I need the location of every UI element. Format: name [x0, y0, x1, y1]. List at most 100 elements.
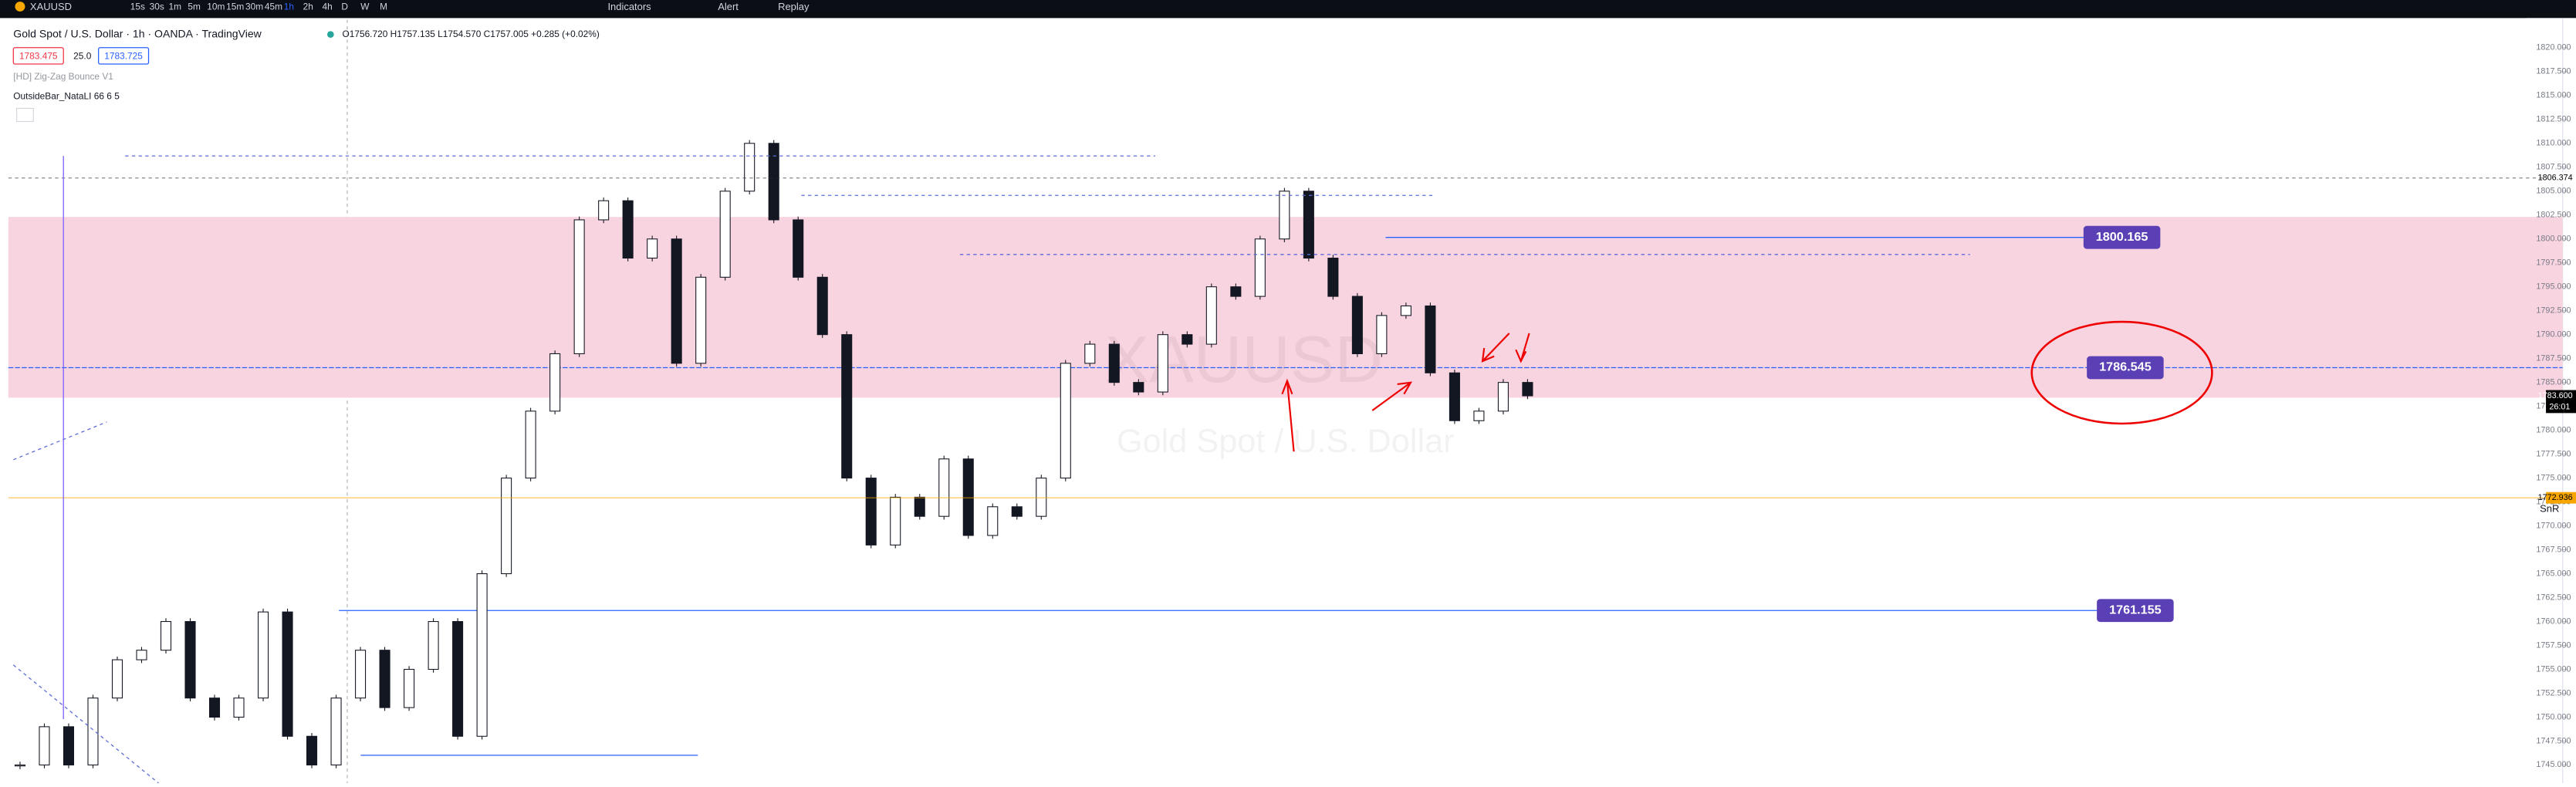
- indicator-label[interactable]: OutsideBar_NataLI 66 6 5: [13, 91, 120, 102]
- candle: [1036, 478, 1047, 517]
- price-marker-label: 1806.374: [2538, 174, 2573, 183]
- candle: [233, 697, 245, 718]
- candle: [1279, 191, 1290, 240]
- symbol[interactable]: XAUUSD: [30, 1, 72, 12]
- candle: [1205, 286, 1217, 345]
- timeframe[interactable]: 45m: [265, 2, 282, 12]
- snr-label: SnR: [2540, 503, 2559, 515]
- chart-title: Gold Spot / U.S. Dollar · 1h · OANDA · T…: [13, 27, 262, 39]
- countdown: 26:01: [2549, 403, 2570, 412]
- arrow: [1371, 381, 1413, 411]
- candle: [1060, 363, 1071, 479]
- candle: [1254, 238, 1266, 297]
- candle: [111, 659, 123, 699]
- timeframe[interactable]: 30m: [245, 2, 263, 12]
- timeframe[interactable]: 1h: [284, 2, 294, 12]
- symbol-icon: [15, 2, 25, 12]
- hand-circle: [2030, 320, 2213, 425]
- timeframe[interactable]: 4h: [323, 2, 333, 12]
- watermark: XAUUSD: [1104, 323, 1383, 397]
- candle: [355, 650, 367, 699]
- candle: [452, 620, 464, 737]
- arrow: [1481, 333, 1510, 363]
- candle: [647, 238, 658, 259]
- price-marker: [2546, 172, 2564, 184]
- ohlc: O1756.720 H1757.135 L1754.570 C1757.005 …: [342, 29, 599, 39]
- candle: [1084, 343, 1096, 364]
- y-tick-label: 1757.500: [2536, 640, 2571, 650]
- y-tick-label: 1820.000: [2536, 43, 2571, 52]
- indicators-button[interactable]: Indicators: [607, 1, 651, 12]
- y-tick-label: 1810.000: [2536, 139, 2571, 148]
- candle: [404, 668, 415, 708]
- y-tick-label: 1817.500: [2536, 67, 2571, 76]
- bid-box[interactable]: [12, 47, 64, 65]
- candle: [671, 238, 682, 364]
- y-tick-label: 1752.500: [2536, 688, 2571, 697]
- indicator-label[interactable]: [HD] Zig-Zag Bounce V1: [13, 71, 113, 82]
- trend-line: [13, 421, 107, 461]
- ask-box[interactable]: [97, 47, 150, 65]
- y-tick-label: 1765.000: [2536, 569, 2571, 578]
- timeframe[interactable]: 1m: [168, 2, 181, 12]
- candle: [63, 726, 75, 765]
- candle: [306, 735, 318, 765]
- y-tick-label: 1800.000: [2536, 235, 2571, 244]
- y-tick-label: 1792.500: [2536, 306, 2571, 316]
- alert-button[interactable]: Alert: [718, 1, 739, 12]
- timeframe[interactable]: M: [380, 2, 387, 12]
- candle: [938, 458, 950, 517]
- price-marker: [2564, 390, 2576, 414]
- y-tick-label: 1777.500: [2536, 449, 2571, 458]
- level-label: 1800.165: [2096, 230, 2148, 244]
- candle: [428, 620, 439, 670]
- candle: [987, 506, 999, 536]
- level-label-box: [2083, 225, 2161, 249]
- candle: [1449, 372, 1460, 421]
- timeframes: 15s 30s 1m 5m 10m 15m 30m 45m 1h 2h 4h D W M: [130, 2, 387, 12]
- timeframe[interactable]: 15m: [226, 2, 244, 12]
- candle: [476, 573, 488, 737]
- y-tick-label: 1797.500: [2536, 258, 2571, 268]
- candle: [962, 458, 974, 536]
- timeframe[interactable]: D: [341, 2, 348, 12]
- timeframe[interactable]: 5m: [188, 2, 201, 12]
- arrow: [1281, 378, 1295, 452]
- candle: [136, 650, 147, 660]
- timeframe[interactable]: W: [360, 2, 370, 12]
- candle: [282, 611, 293, 737]
- candle: [87, 697, 99, 765]
- candle: [1473, 410, 1485, 421]
- y-tick-label: 1790.000: [2536, 330, 2571, 339]
- candle: [1157, 334, 1168, 393]
- candle: [525, 410, 536, 479]
- candle: [1376, 315, 1388, 355]
- candle: [816, 276, 828, 336]
- candle: [501, 478, 512, 575]
- level-label: 1761.155: [2109, 603, 2162, 617]
- price-marker: [2546, 390, 2564, 414]
- spread: 25.0: [73, 51, 92, 62]
- y-tick-label: 1780.000: [2536, 426, 2571, 435]
- y-tick-label: 1767.500: [2536, 545, 2571, 554]
- timeframe[interactable]: 30s: [150, 2, 164, 12]
- y-tick-label: 1760.000: [2536, 616, 2571, 626]
- y-tick-label: 1787.500: [2536, 354, 2571, 363]
- y-tick-label: 1750.000: [2536, 712, 2571, 721]
- y-tick-label: 1802.500: [2536, 211, 2571, 220]
- y-tick-label: 1762.500: [2536, 593, 2571, 602]
- candle: [1425, 305, 1436, 373]
- timeframe[interactable]: 2h: [303, 2, 313, 12]
- collapse-button[interactable]: [16, 107, 34, 122]
- candle: [1303, 191, 1314, 259]
- y-tick-label: 1805.000: [2536, 187, 2571, 196]
- timeframe[interactable]: 10m: [207, 2, 225, 12]
- ask: 1783.725: [104, 51, 143, 62]
- timeframe[interactable]: 15s: [130, 2, 145, 12]
- candle: [160, 620, 172, 651]
- candle: [39, 726, 50, 765]
- plot: XAUUSD Gold Spot / U.S. Dollar: [8, 140, 2563, 769]
- candle: [1497, 382, 1509, 412]
- replay-button[interactable]: Replay: [778, 1, 810, 12]
